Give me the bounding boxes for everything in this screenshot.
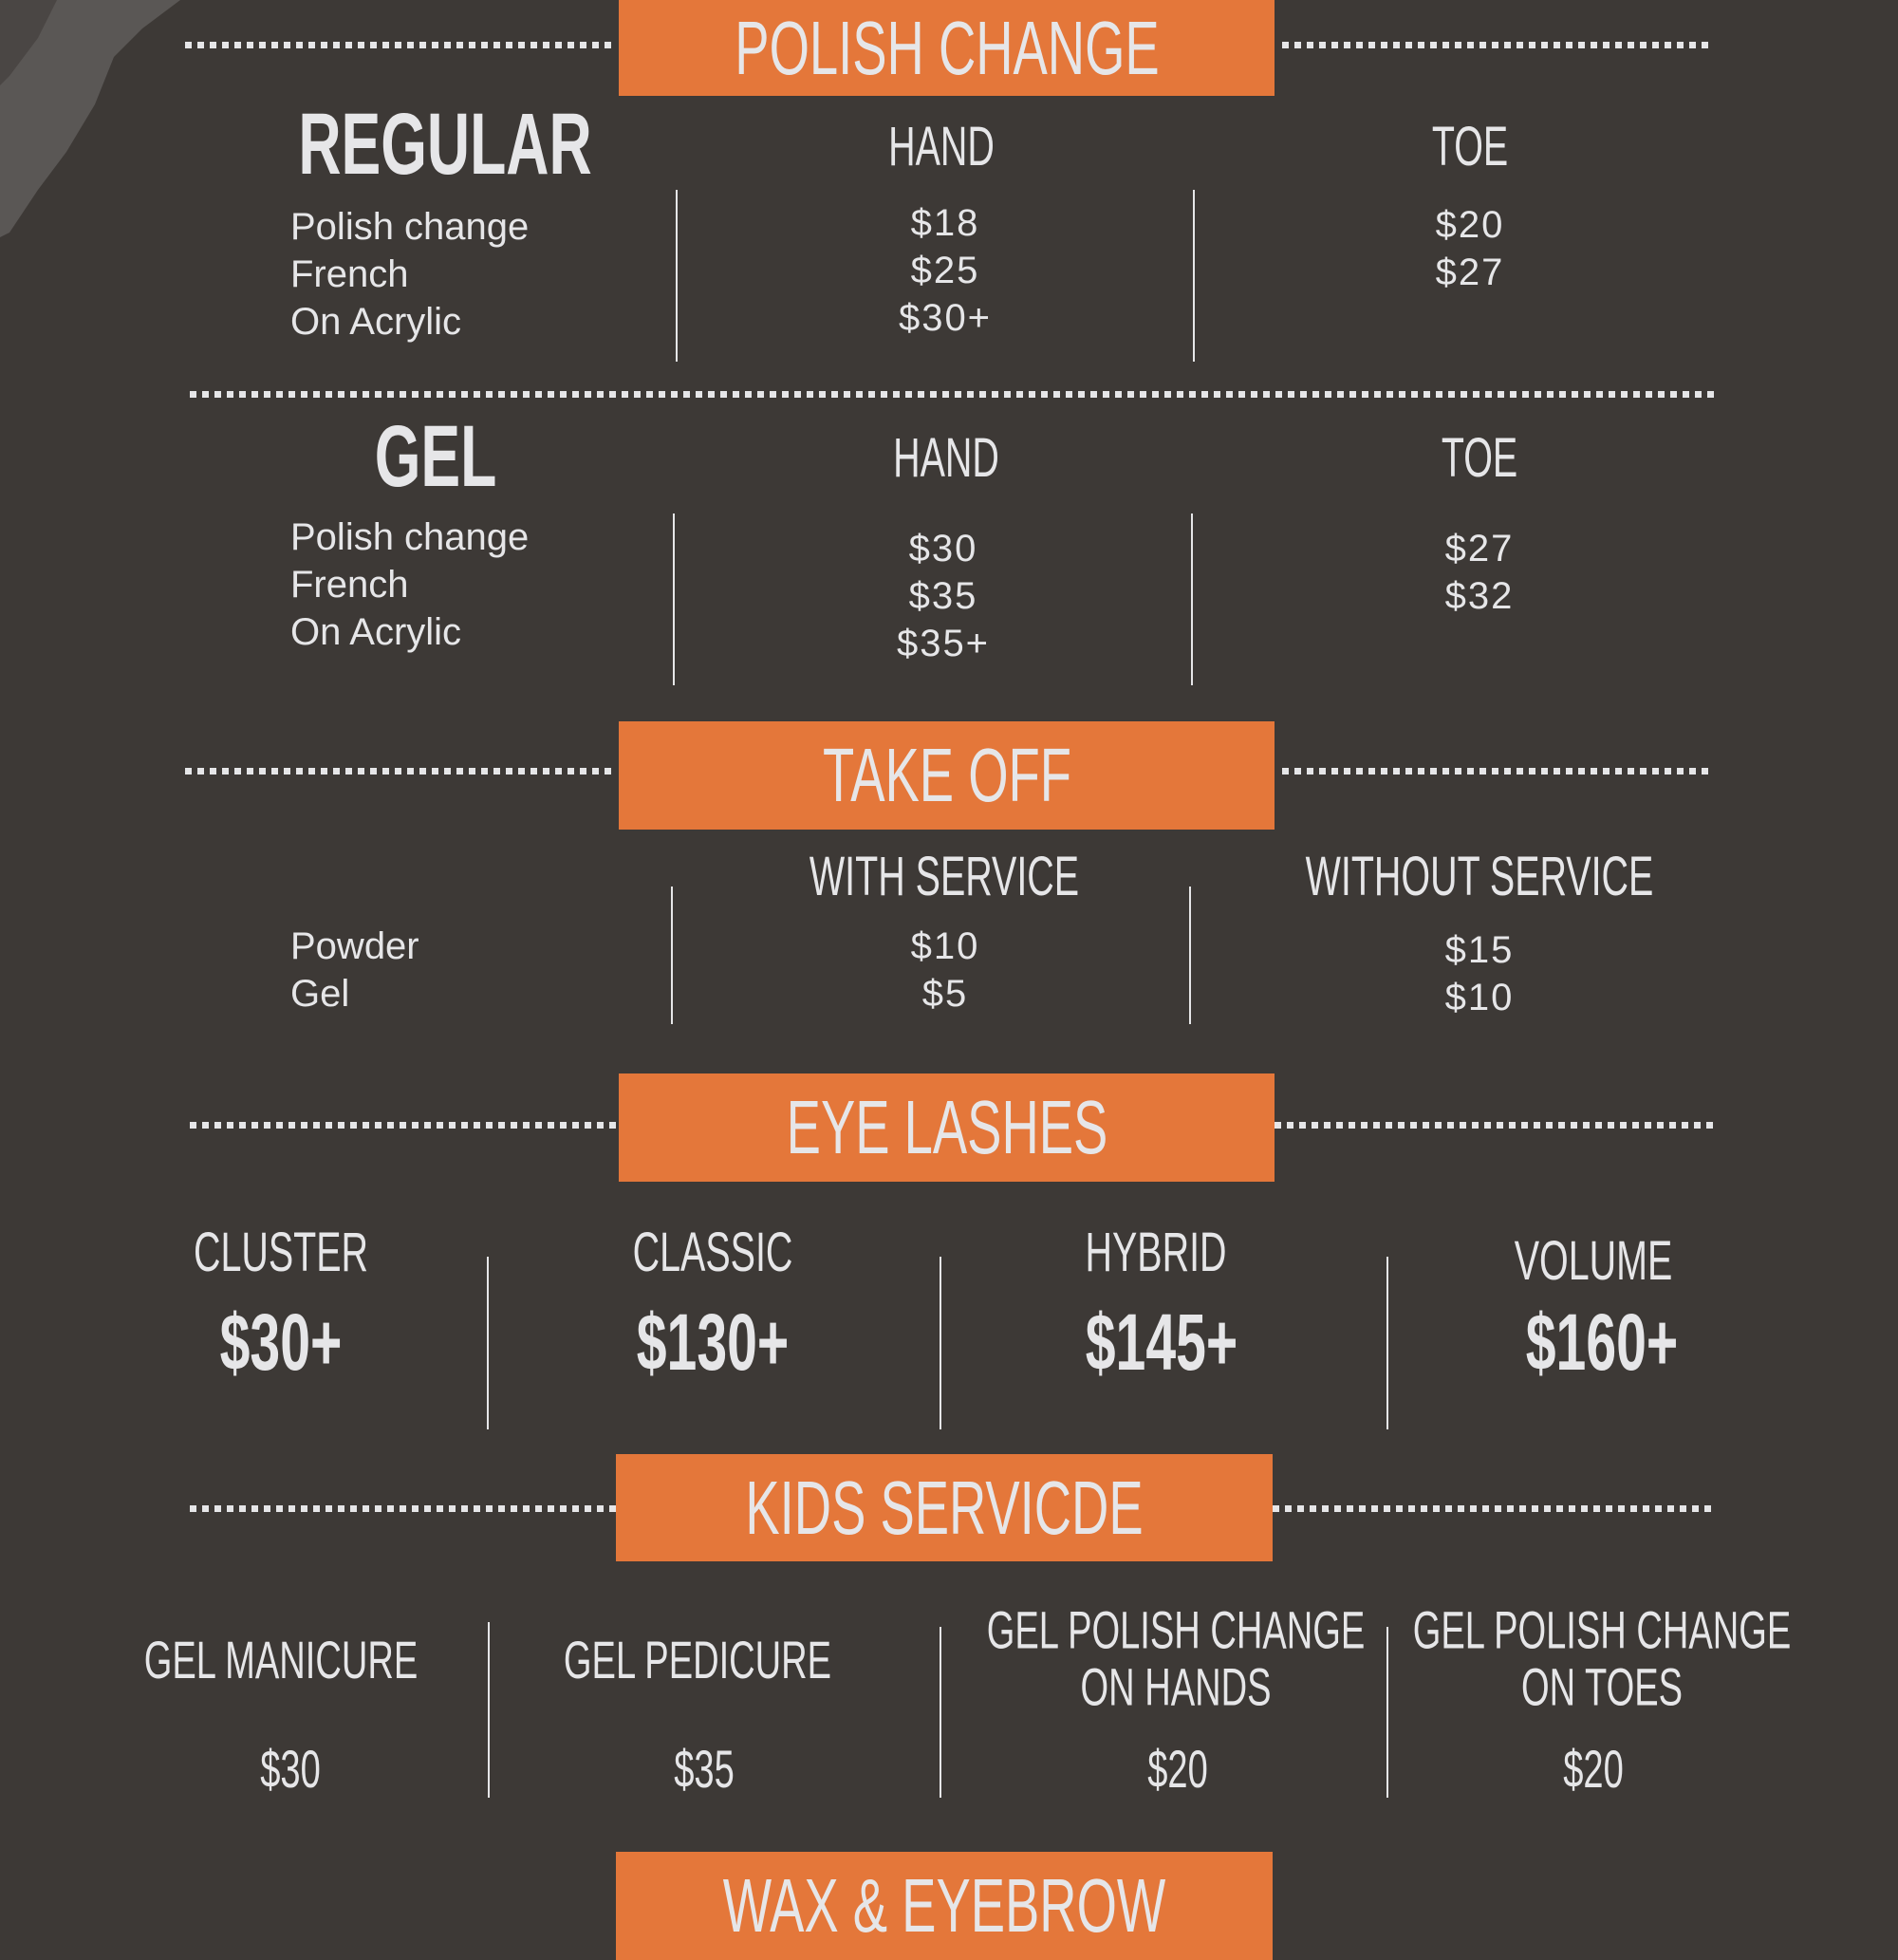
toe-header: TOE bbox=[1431, 116, 1509, 177]
lash-name: VOLUME bbox=[1514, 1230, 1673, 1292]
divider-dots bbox=[190, 391, 1715, 398]
column-divider bbox=[940, 1257, 941, 1429]
column-divider bbox=[673, 513, 675, 685]
section-banner-take-off: TAKE OFF bbox=[619, 721, 1275, 830]
column-divider bbox=[671, 887, 673, 1024]
lash-name: CLASSIC bbox=[632, 1222, 793, 1283]
service-item: Gel bbox=[290, 973, 350, 1015]
kids-service-line: ON TOES bbox=[1520, 1657, 1683, 1717]
service-item: French bbox=[290, 564, 409, 606]
column-divider bbox=[1386, 1627, 1388, 1798]
kids-price: $20 bbox=[1563, 1739, 1624, 1799]
column-divider bbox=[488, 1622, 490, 1798]
service-item: French bbox=[290, 253, 409, 295]
section-title: POLISH CHANGE bbox=[734, 5, 1160, 90]
column-divider bbox=[676, 190, 678, 362]
service-item: On Acrylic bbox=[290, 301, 462, 343]
lash-price: $160+ bbox=[1525, 1297, 1679, 1387]
divider-dots bbox=[1282, 42, 1710, 48]
price: $10 bbox=[1444, 977, 1515, 1018]
section-banner-kids: KIDS SERVICDE bbox=[616, 1454, 1273, 1561]
price: $15 bbox=[1444, 929, 1515, 971]
price: $30 bbox=[908, 528, 978, 569]
service-item: Powder bbox=[290, 925, 419, 967]
lash-price: $130+ bbox=[636, 1297, 790, 1387]
column-divider bbox=[1193, 190, 1195, 362]
kids-service-line: GEL PEDICURE bbox=[563, 1629, 832, 1689]
toe-prices: $27 $32 bbox=[1445, 525, 1515, 620]
service-item: Polish change bbox=[290, 516, 530, 558]
section-banner-polish-change: POLISH CHANGE bbox=[619, 0, 1275, 96]
divider-dots bbox=[1275, 1122, 1715, 1129]
section-title: WAX & EYEBROW bbox=[722, 1863, 1166, 1948]
service-item: On Acrylic bbox=[290, 611, 462, 653]
price: $27 bbox=[1435, 252, 1505, 293]
with-service-header: WITH SERVICE bbox=[809, 846, 1080, 907]
torn-paper-texture bbox=[0, 0, 180, 237]
divider-dots bbox=[1273, 1505, 1715, 1512]
section-title: EYE LASHES bbox=[786, 1085, 1107, 1169]
service-list: Polish change French On Acrylic bbox=[290, 513, 529, 656]
price: $5 bbox=[921, 973, 969, 1015]
column-divider bbox=[1189, 887, 1191, 1024]
service-list: Powder Gel bbox=[290, 923, 419, 1017]
kids-service-name: GEL POLISH CHANGE ON HANDS bbox=[986, 1599, 1366, 1717]
section-banner-eye-lashes: EYE LASHES bbox=[619, 1073, 1275, 1182]
service-list: Polish change French On Acrylic bbox=[290, 203, 529, 345]
gel-title: GEL bbox=[374, 408, 497, 505]
price: $30+ bbox=[898, 297, 993, 339]
column-divider bbox=[1386, 1257, 1388, 1429]
section-title: TAKE OFF bbox=[822, 733, 1071, 817]
lash-name: CLUSTER bbox=[193, 1222, 369, 1283]
lash-price: $145+ bbox=[1085, 1297, 1238, 1387]
kids-service-name: GEL POLISH CHANGE ON TOES bbox=[1412, 1599, 1792, 1717]
hand-prices: $30 $35 $35+ bbox=[897, 525, 990, 667]
toe-header: TOE bbox=[1441, 427, 1518, 489]
price: $10 bbox=[910, 925, 980, 967]
divider-dots bbox=[190, 1122, 617, 1129]
kids-service-line: GEL POLISH CHANGE bbox=[986, 1599, 1366, 1660]
without-prices: $15 $10 bbox=[1445, 926, 1515, 1021]
lash-price: $30+ bbox=[219, 1297, 343, 1387]
hand-header: HAND bbox=[893, 427, 999, 489]
divider-dots bbox=[1282, 768, 1710, 775]
kids-service-name: GEL MANICURE bbox=[143, 1629, 419, 1689]
divider-dots bbox=[185, 42, 614, 48]
price: $35 bbox=[908, 575, 978, 617]
regular-title: REGULAR bbox=[298, 96, 592, 193]
price: $32 bbox=[1444, 575, 1515, 617]
kids-service-line: GEL POLISH CHANGE bbox=[1412, 1599, 1792, 1660]
with-prices: $10 $5 bbox=[911, 923, 980, 1017]
kids-price: $35 bbox=[674, 1739, 735, 1799]
service-item: Polish change bbox=[290, 206, 530, 248]
divider-dots bbox=[185, 768, 614, 775]
price: $20 bbox=[1435, 204, 1505, 246]
kids-price: $30 bbox=[260, 1739, 321, 1799]
toe-prices: $20 $27 bbox=[1436, 201, 1505, 296]
section-banner-wax-eyebrow: WAX & EYEBROW bbox=[616, 1852, 1273, 1960]
kids-service-name: GEL PEDICURE bbox=[563, 1629, 832, 1689]
price: $25 bbox=[910, 250, 980, 291]
price: $27 bbox=[1444, 528, 1515, 569]
section-title: KIDS SERVICDE bbox=[745, 1465, 1144, 1550]
lash-name: HYBRID bbox=[1085, 1222, 1227, 1283]
column-divider bbox=[1191, 513, 1193, 685]
kids-price: $20 bbox=[1147, 1739, 1208, 1799]
price: $18 bbox=[910, 202, 980, 244]
divider-dots bbox=[190, 1505, 616, 1512]
without-service-header: WITHOUT SERVICE bbox=[1305, 846, 1654, 907]
kids-service-line: GEL MANICURE bbox=[143, 1629, 419, 1689]
price: $35+ bbox=[896, 623, 991, 664]
kids-service-line: ON HANDS bbox=[1080, 1657, 1272, 1717]
column-divider bbox=[940, 1627, 941, 1798]
hand-prices: $18 $25 $30+ bbox=[899, 199, 992, 342]
hand-header: HAND bbox=[888, 116, 995, 177]
column-divider bbox=[487, 1257, 489, 1429]
